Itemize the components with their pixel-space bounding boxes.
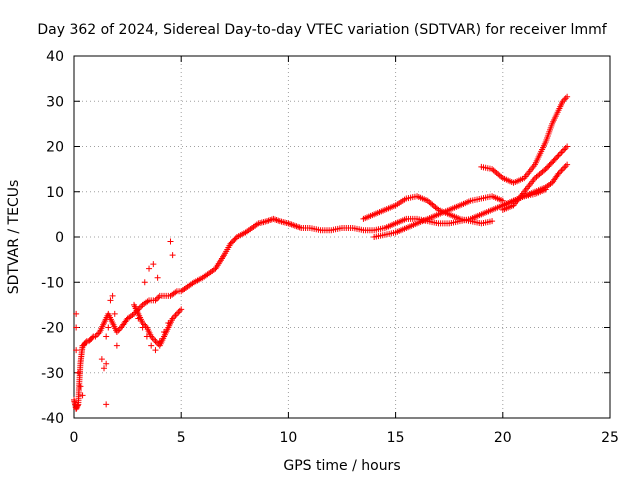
x-tick-label: 10 — [279, 430, 297, 446]
x-tick-label: 15 — [387, 430, 405, 446]
grid-lines — [74, 56, 610, 418]
data-point — [141, 279, 148, 286]
data-point — [105, 324, 112, 331]
data-point — [545, 163, 552, 170]
y-tick-label: 40 — [46, 49, 64, 65]
x-tick-label: 5 — [177, 430, 186, 446]
data-point — [176, 307, 183, 314]
data-point — [101, 365, 108, 372]
data-point — [103, 333, 110, 340]
data-point — [227, 240, 234, 247]
data-point — [107, 297, 114, 304]
data-point — [559, 148, 566, 155]
data-point — [152, 347, 159, 354]
data-point — [564, 93, 571, 100]
y-axis-label: SDTVAR / TECUs — [6, 180, 22, 295]
data-point — [173, 310, 180, 317]
data-point — [77, 383, 84, 390]
data-points — [71, 93, 571, 412]
y-tick-label: 0 — [55, 230, 64, 246]
data-point — [74, 402, 81, 409]
data-point — [153, 295, 160, 302]
data-point — [98, 356, 105, 363]
data-point — [79, 392, 86, 399]
data-point — [82, 339, 89, 346]
data-point — [551, 156, 558, 163]
x-axis-label: GPS time / hours — [283, 458, 400, 474]
data-point — [562, 163, 569, 170]
data-point — [113, 342, 120, 349]
data-point — [172, 312, 179, 319]
data-point — [75, 369, 82, 376]
data-point — [73, 347, 80, 354]
data-point — [73, 324, 80, 331]
data-point — [562, 95, 569, 102]
data-point — [151, 336, 158, 343]
data-point — [550, 157, 557, 164]
data-point — [150, 261, 157, 268]
y-tick-label: -30 — [41, 366, 64, 382]
data-point — [109, 292, 116, 299]
data-point — [543, 164, 550, 171]
data-point — [111, 310, 118, 317]
data-point — [561, 164, 568, 171]
data-point — [167, 238, 174, 245]
data-point — [155, 294, 162, 301]
data-point — [232, 235, 239, 242]
x-tick-label: 20 — [494, 430, 512, 446]
data-point — [228, 239, 235, 246]
x-tick-label: 25 — [601, 430, 619, 446]
y-tick-label: -20 — [41, 321, 64, 337]
data-point — [546, 162, 553, 169]
data-point — [558, 167, 565, 174]
data-point — [556, 151, 563, 158]
data-point — [558, 149, 565, 156]
data-point — [89, 334, 96, 341]
data-point — [178, 306, 185, 313]
data-point — [103, 401, 110, 408]
data-point — [153, 339, 160, 346]
y-tick-label: -10 — [41, 275, 64, 291]
data-point — [561, 146, 568, 153]
y-tick-label: 30 — [46, 94, 64, 110]
data-point — [93, 332, 100, 339]
data-point — [103, 360, 110, 367]
data-point — [542, 166, 549, 173]
data-point — [559, 166, 566, 173]
chart-title: Day 362 of 2024, Sidereal Day-to-day VTE… — [37, 22, 607, 38]
data-point — [175, 309, 182, 316]
data-point — [73, 310, 80, 317]
data-point — [152, 338, 159, 345]
y-tick-label: 10 — [46, 185, 64, 201]
data-point — [231, 236, 238, 243]
data-point — [547, 160, 554, 167]
data-point — [169, 252, 176, 259]
data-point — [554, 153, 561, 160]
data-point — [230, 238, 237, 245]
data-point — [549, 159, 556, 166]
x-tick-label: 0 — [70, 430, 79, 446]
data-point — [562, 145, 569, 152]
axis-ticks: 0 5 10 15 20 25 -40 -30 -20 -10 0 10 20 30 40 — [41, 49, 619, 446]
data-point — [138, 303, 145, 310]
data-point — [148, 342, 155, 349]
data-point — [552, 155, 559, 162]
y-tick-label: 20 — [46, 140, 64, 156]
data-point — [564, 143, 571, 150]
data-point — [489, 218, 496, 225]
y-tick-label: -40 — [41, 411, 64, 427]
data-point — [146, 265, 153, 272]
data-point — [154, 274, 161, 281]
data-point — [564, 161, 571, 168]
